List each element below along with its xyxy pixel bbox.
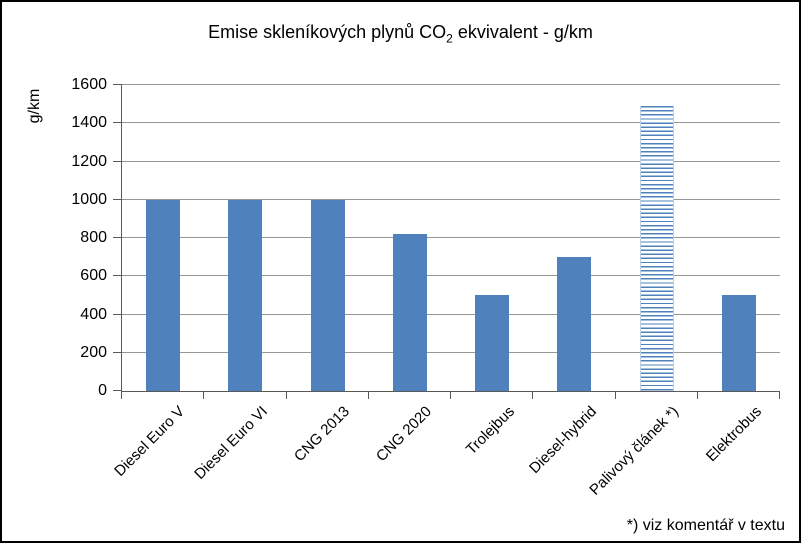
y-tick-mark — [113, 313, 122, 315]
y-tick-label: 1200 — [71, 152, 107, 170]
x-tick-mark — [779, 391, 780, 399]
x-tick-mark — [450, 391, 451, 399]
gridline — [122, 122, 780, 124]
y-tick-mark — [113, 390, 122, 391]
y-tick-label: 1000 — [71, 190, 107, 208]
y-tick-label: 0 — [98, 382, 107, 399]
chart-title-rest: ekvivalent - g/km — [452, 22, 593, 42]
y-tick-mark — [113, 84, 122, 85]
footnote: *) viz komentář v textu — [626, 517, 785, 534]
x-tick-mark — [532, 391, 534, 399]
x-tick-mark — [696, 391, 698, 399]
y-tick-mark — [113, 237, 122, 238]
x-tick-mark — [367, 391, 369, 399]
gridline — [122, 198, 780, 200]
y-tick-label: 1600 — [71, 76, 107, 93]
category-label: CNG 2020 — [373, 403, 436, 466]
x-tick-mark — [285, 391, 287, 399]
category-label: Diesel Euro VI — [190, 403, 271, 483]
x-tick-mark — [121, 391, 122, 399]
chart-title-main: Emise skleníkových plynů CO — [208, 22, 447, 42]
y-tick-label: 400 — [80, 305, 107, 323]
y-tick-label: 1400 — [71, 114, 107, 132]
gridline — [122, 237, 780, 238]
bar — [392, 234, 427, 391]
gridline — [122, 84, 780, 85]
y-tick-mark — [113, 198, 122, 200]
category-label: Trolejbus — [462, 403, 518, 459]
gridline — [122, 160, 780, 162]
y-tick-mark — [113, 160, 122, 162]
bar — [475, 295, 510, 391]
bar — [310, 199, 345, 391]
y-tick-mark — [113, 351, 122, 353]
category-label: Palivový článek *) — [586, 403, 683, 499]
chart-title: Emise skleníkových plynů CO2 ekvivalent … — [2, 22, 799, 46]
category-label: Diesel-hybrid — [526, 403, 601, 477]
x-tick-mark — [614, 391, 616, 399]
bar-hatched — [639, 106, 674, 391]
category-label: CNG 2013 — [290, 403, 353, 466]
gridline — [122, 313, 780, 315]
y-tick-mark — [113, 122, 122, 124]
x-tick-mark — [203, 391, 205, 399]
gridline — [122, 351, 780, 353]
y-tick-label: 800 — [80, 229, 107, 246]
bar — [228, 199, 263, 391]
y-tick-label: 600 — [80, 267, 107, 285]
bar — [721, 295, 756, 391]
y-tick-mark — [113, 275, 122, 277]
bar — [557, 257, 592, 391]
category-label: Diesel Euro V — [111, 403, 189, 480]
y-axis-title: g/km — [26, 88, 43, 124]
category-label: Elektrobus — [702, 403, 765, 466]
y-tick-label: 200 — [80, 343, 107, 361]
chart-title-subscript: 2 — [446, 31, 453, 46]
plot-area: 0 200 400 600 800 1000 1200 1400 1600 — [71, 76, 780, 399]
gridline — [122, 275, 780, 277]
bar — [146, 199, 181, 391]
